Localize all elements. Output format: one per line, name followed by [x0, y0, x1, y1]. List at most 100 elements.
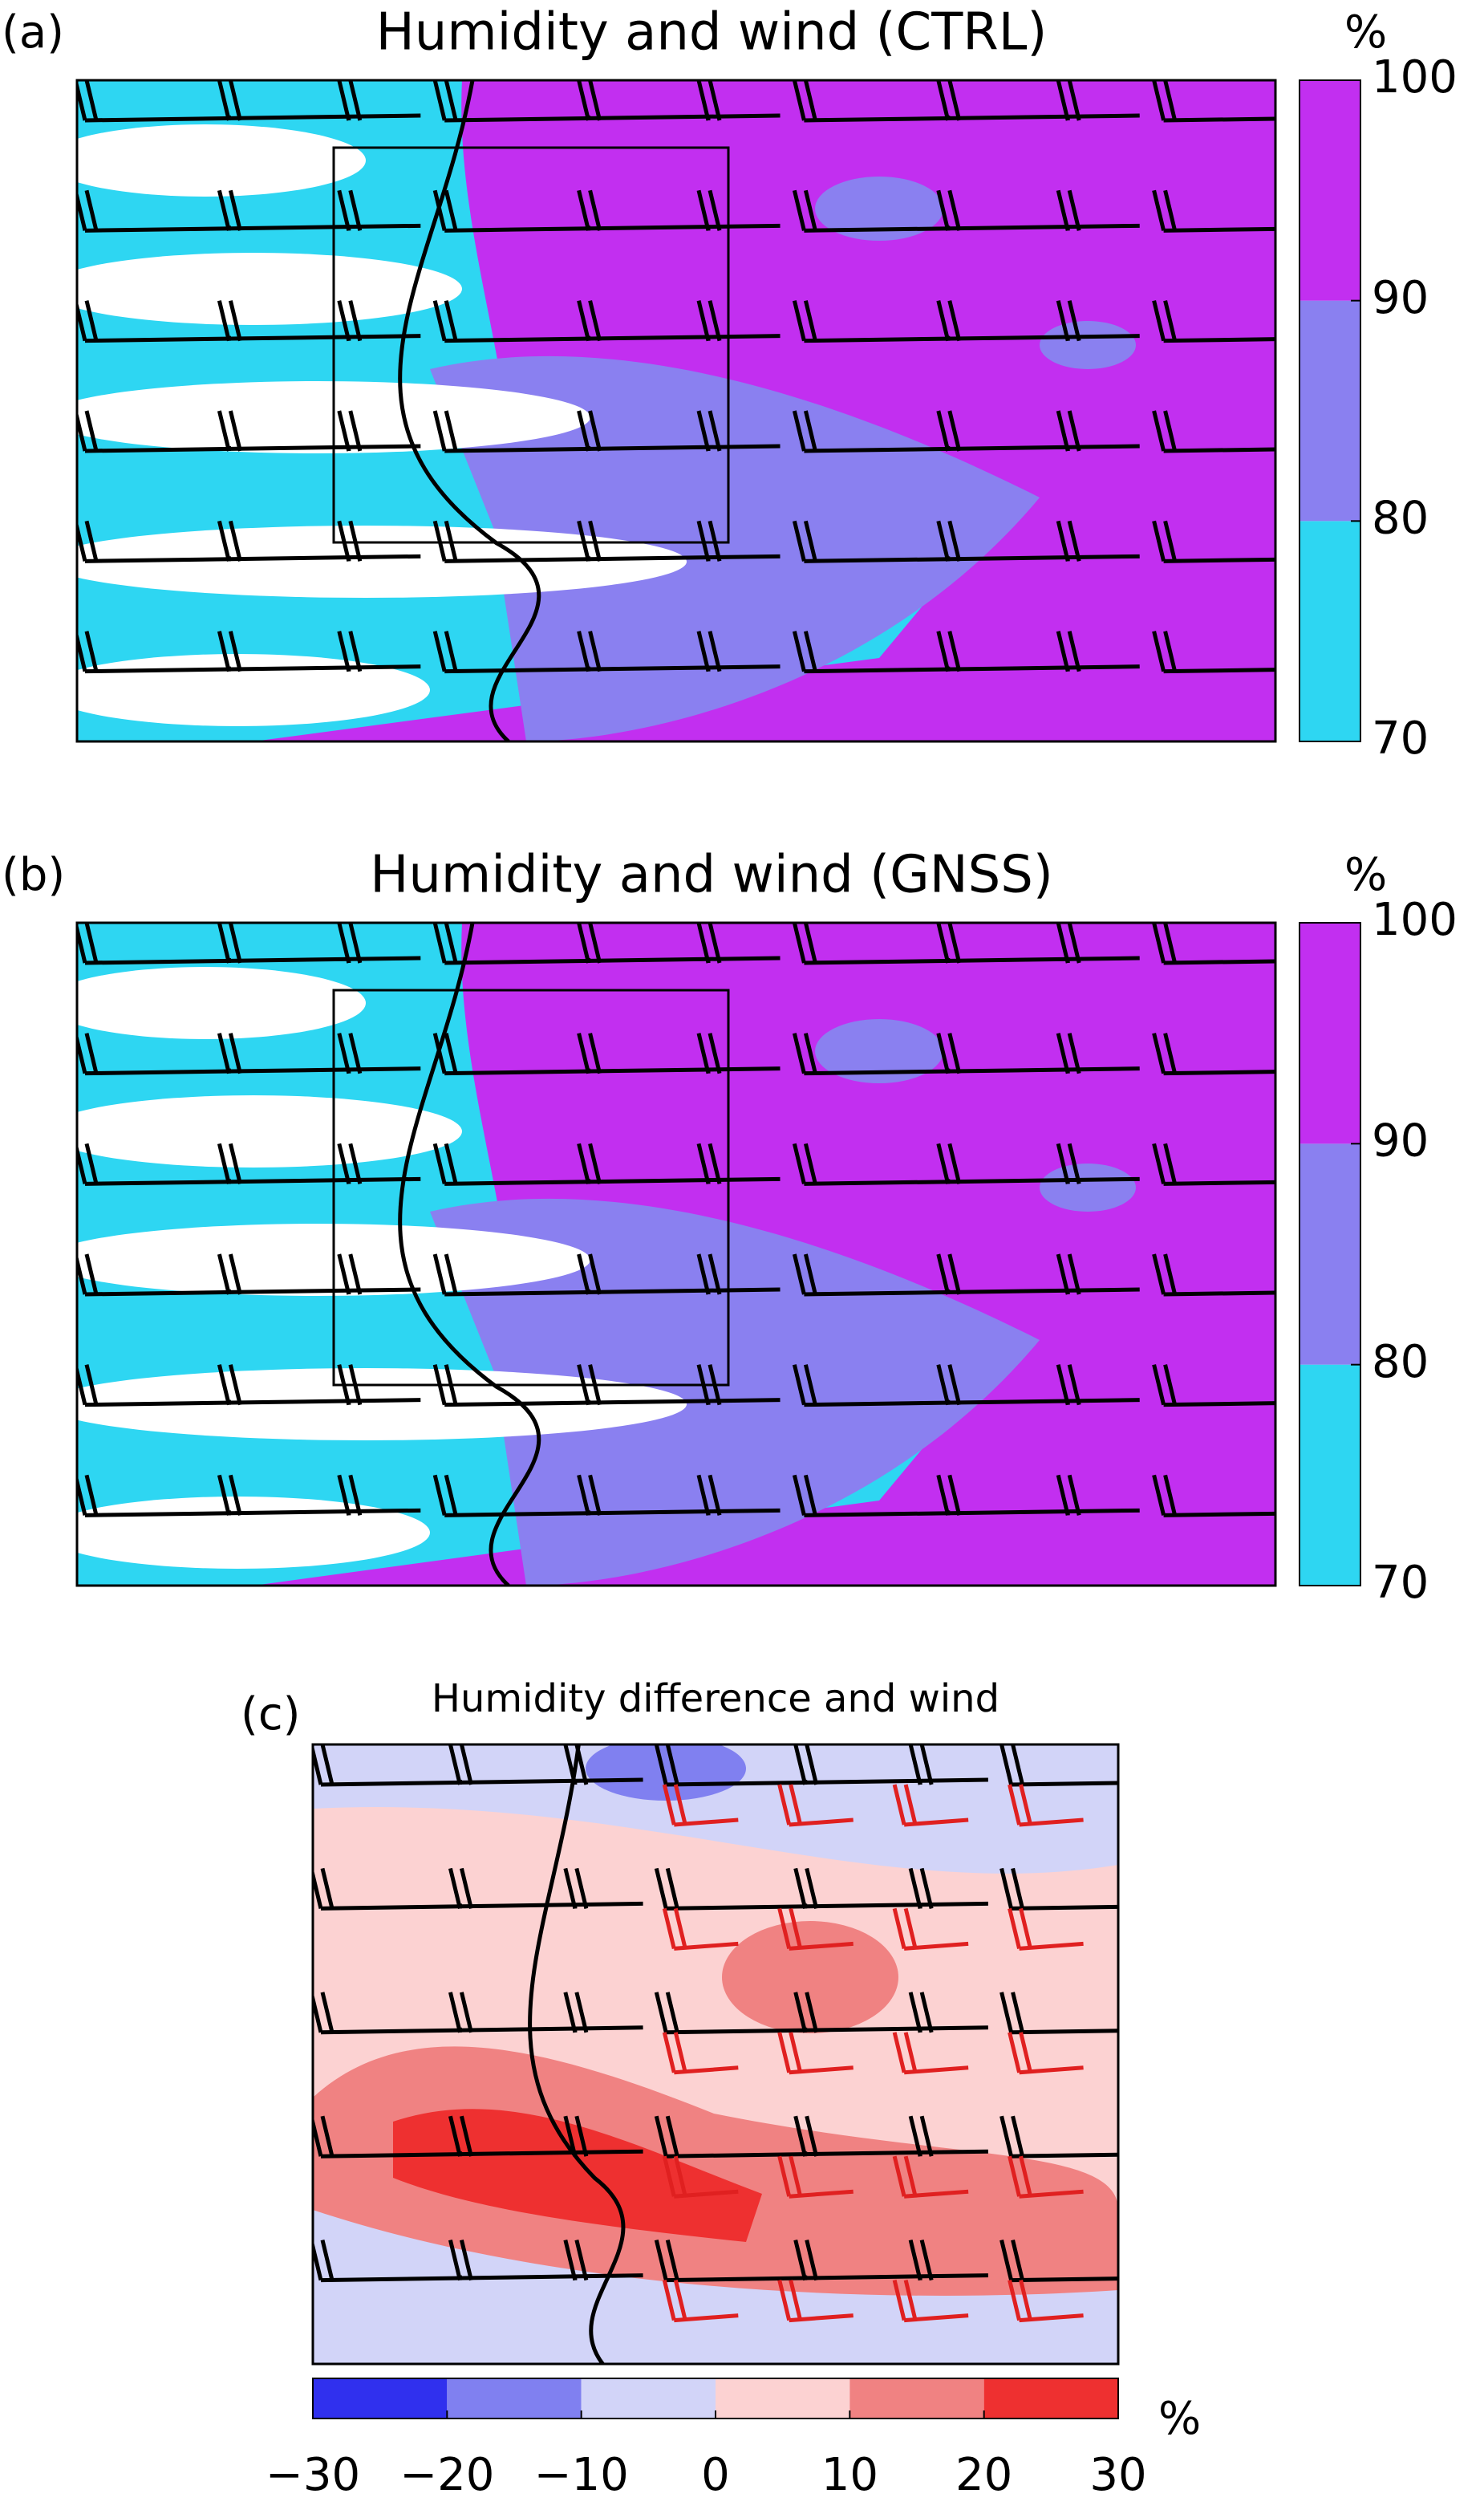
field-dry	[77, 967, 366, 1039]
wind-barb	[228, 1474, 242, 1516]
wind-barb	[1152, 1033, 1166, 1074]
wind-barb	[696, 410, 711, 452]
wind-barb	[803, 1253, 817, 1295]
y-tick-label: 70	[1372, 713, 1429, 765]
wind-barb	[792, 520, 806, 562]
wind-barb	[665, 1744, 679, 1785]
wind-barb	[708, 300, 722, 342]
wind-barb	[696, 923, 711, 964]
wind-barb	[804, 1066, 1140, 1076]
wind-barb	[84, 1143, 99, 1184]
wind-barb	[228, 631, 242, 672]
wind-barb	[803, 1033, 817, 1074]
wind-barb	[803, 1364, 817, 1406]
wind-barb	[789, 1784, 803, 1826]
wind-barb	[999, 1992, 1014, 2033]
wind-barb	[903, 1907, 918, 1949]
wind-barb	[1011, 1904, 1118, 1911]
wind-barb	[444, 334, 781, 343]
wind-barb	[793, 2240, 808, 2281]
wind-barb	[696, 80, 711, 121]
wind-barb	[789, 2280, 803, 2321]
wind-barb	[947, 410, 962, 452]
wind-barb	[696, 1033, 711, 1074]
wind-barb	[228, 80, 242, 121]
wind-barb	[1019, 2155, 1033, 2197]
wind-barb	[217, 1033, 231, 1074]
wind-barb	[666, 2273, 988, 2283]
unit: %	[1344, 6, 1387, 59]
wind-barb	[320, 1992, 335, 2033]
wind-barb	[803, 80, 817, 121]
wind-barb	[77, 1033, 87, 1074]
colorbar-band	[1300, 1143, 1360, 1365]
wind-barb	[947, 1474, 962, 1516]
wind-barb	[696, 300, 711, 342]
wind-barb	[947, 1033, 962, 1074]
wind-barb	[1163, 557, 1275, 563]
coastline	[398, 923, 541, 1586]
inner-box	[332, 989, 730, 1387]
panel: (a) Humidity and wind (CTRL) 70 80 90 100%	[2, 3, 1458, 766]
wind-barb	[337, 923, 351, 964]
y-tick-label: 90	[1372, 272, 1429, 324]
field-dry	[77, 1095, 462, 1168]
wind-barb	[84, 300, 99, 342]
wind-barb	[673, 2280, 687, 2321]
wind-barb	[432, 300, 447, 342]
wind-barb	[228, 1143, 242, 1184]
wind-barb	[1011, 2240, 1025, 2281]
wind-barb	[708, 1253, 722, 1295]
wind-barb	[337, 1364, 351, 1406]
wind-barb	[348, 1364, 363, 1406]
wind-barb	[448, 2115, 462, 2157]
wind-barb	[577, 631, 591, 672]
wind-barb	[84, 664, 421, 674]
wind-barb	[792, 1033, 806, 1074]
wind-barb	[1056, 1253, 1070, 1295]
wind-barb	[444, 554, 781, 563]
wind-barb	[444, 1364, 458, 1406]
wind-barb	[1008, 2280, 1022, 2321]
wind-barb	[588, 1143, 602, 1184]
wind-barb	[577, 410, 591, 452]
wind-barb	[588, 410, 602, 452]
wind-barb	[577, 1364, 591, 1406]
wind-barb	[1163, 1253, 1178, 1295]
wind-barb	[908, 2240, 922, 2281]
wind-barb	[84, 1033, 99, 1074]
x-tick-label: −20	[399, 2449, 494, 2501]
wind-barb	[84, 1287, 421, 1297]
wind-barb	[1019, 2032, 1033, 2073]
wind-barb	[77, 923, 87, 964]
wind-barb	[708, 1033, 722, 1074]
wind-barb	[789, 1907, 803, 1949]
wind-barb	[708, 520, 722, 562]
wind-barb	[936, 1474, 951, 1516]
wind-barb	[1152, 80, 1166, 121]
wind-barb	[892, 1784, 906, 1826]
wind-barb	[1011, 2115, 1025, 2157]
wind-barb	[1011, 1781, 1118, 1787]
colorbar-band	[1300, 521, 1360, 741]
wind-barb	[792, 1474, 806, 1516]
wind-barb	[348, 189, 363, 231]
wind-barb	[1152, 923, 1166, 964]
wind-barb	[1152, 1143, 1166, 1184]
wind-barb	[803, 300, 817, 342]
wind-barb	[804, 1398, 1140, 1407]
wind-barb	[217, 923, 231, 964]
wind-barb	[588, 1033, 602, 1074]
wind-barb	[673, 2032, 687, 2073]
wind-barb	[662, 2032, 676, 2073]
wind-barb	[708, 923, 722, 964]
wind-barb	[696, 631, 711, 672]
wind-barb	[696, 1253, 711, 1295]
wind-barb	[777, 2280, 792, 2321]
wind-barb	[432, 520, 447, 562]
wind-barb	[805, 1744, 819, 1785]
wind-barb	[444, 223, 781, 233]
wind-barb	[805, 1992, 819, 2033]
wind-barb	[1163, 1070, 1275, 1076]
wind-barb	[84, 520, 99, 562]
